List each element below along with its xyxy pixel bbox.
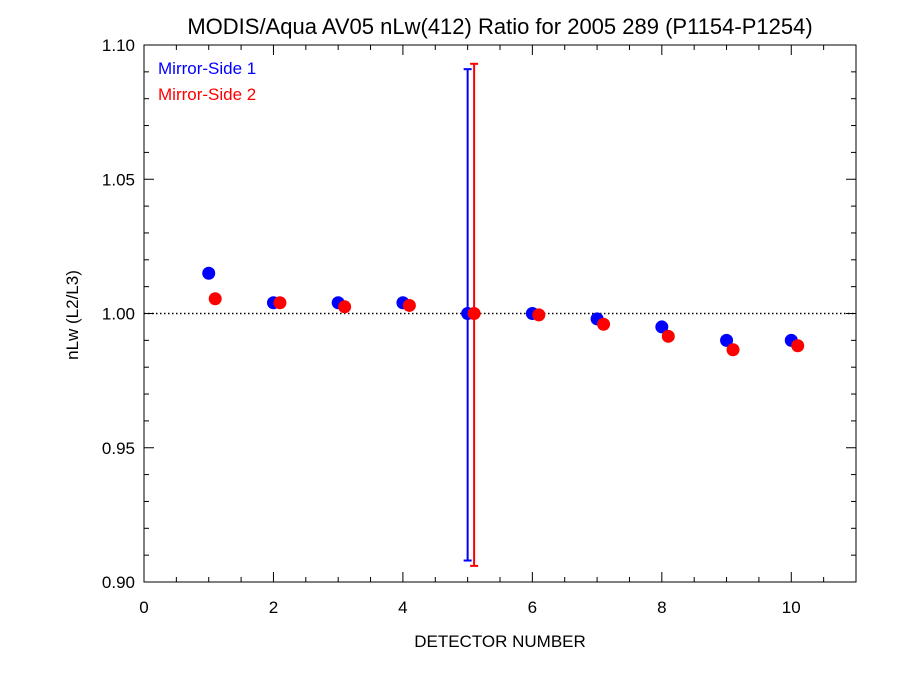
x-axis-title: DETECTOR NUMBER: [414, 632, 586, 651]
data-point-series-2: [208, 292, 222, 306]
x-tick-label: 2: [269, 598, 278, 617]
y-axis-title: nLw (L2/L3): [63, 270, 82, 360]
y-tick-label: 0.90: [102, 573, 135, 592]
data-point-series-2: [532, 308, 546, 322]
chart-title: MODIS/Aqua AV05 nLw(412) Ratio for 2005 …: [187, 14, 812, 39]
y-tick-label: 1.05: [102, 170, 135, 189]
x-tick-label: 6: [528, 598, 537, 617]
data-point-series-2: [467, 307, 481, 320]
x-tick-label: 4: [398, 598, 407, 617]
data-point-series-2: [338, 300, 352, 314]
data-point-series-2: [273, 296, 287, 310]
legend: Mirror-Side 1 Mirror-Side 2: [158, 59, 256, 104]
y-tick-label: 1.10: [102, 36, 135, 55]
x-tick-label: 0: [139, 598, 148, 617]
data-point-series-2: [661, 329, 675, 343]
data-point-series-2: [726, 343, 740, 357]
data-point-series-1: [202, 266, 216, 280]
x-tick-labels: 0 2 4 6 8 10: [139, 598, 800, 617]
x-tick-label: 8: [657, 598, 666, 617]
y-tick-labels: 0.90 0.95 1.00 1.05 1.10: [102, 36, 135, 592]
x-tick-label: 10: [782, 598, 801, 617]
data-points: [202, 266, 805, 357]
legend-item-mirror-side-2: Mirror-Side 2: [158, 85, 256, 104]
data-point-series-1: [655, 320, 669, 334]
data-point-series-2: [402, 298, 416, 312]
y-tick-label: 1.00: [102, 305, 135, 324]
legend-item-mirror-side-1: Mirror-Side 1: [158, 59, 256, 78]
y-tick-label: 0.95: [102, 439, 135, 458]
data-point-series-2: [597, 317, 611, 331]
data-point-series-2: [791, 339, 805, 353]
data-point-series-1: [720, 333, 734, 347]
plot-frame: [143, 44, 857, 583]
